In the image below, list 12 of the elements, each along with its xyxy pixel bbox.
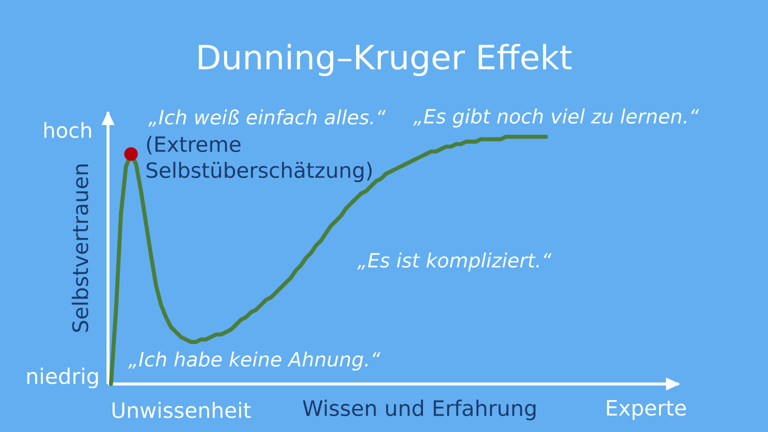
chart-title: Dunning–Kruger Effekt	[198, 44, 572, 76]
annotation: „Es ist kompliziert.“	[357, 252, 552, 272]
text: „Ich weiß einfach alles.“	[148, 109, 386, 127]
text: niedrig	[27, 368, 98, 388]
annotation: „Ich habe keine Ahnung.“	[128, 352, 380, 370]
x-tick-label: Experte	[607, 400, 686, 420]
y-axis-title: Selbstvertrauen	[72, 164, 88, 332]
x-axis-title: Wissen und Erfahrung	[302, 400, 536, 420]
annotation: (Extreme Selbstüberschätzung)	[146, 136, 372, 182]
text: hoch	[44, 122, 91, 138]
text: „Es gibt noch viel zu lernen.“	[413, 108, 699, 128]
x-tick-label: Unwissenheit	[112, 402, 251, 418]
